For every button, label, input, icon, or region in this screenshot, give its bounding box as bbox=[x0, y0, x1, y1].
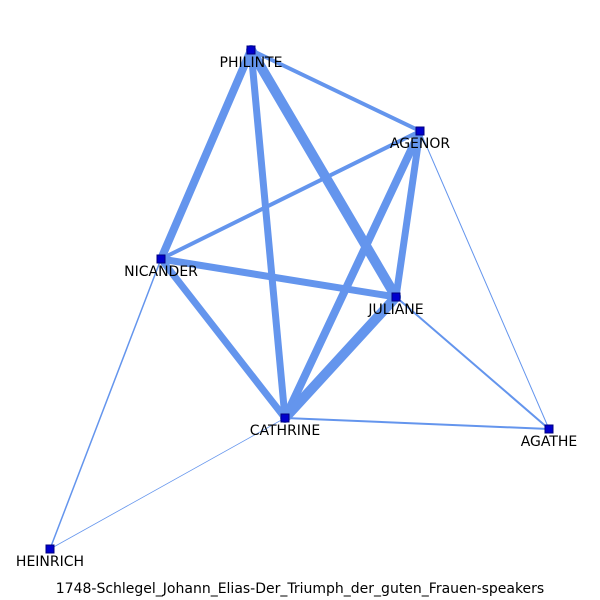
edge-philinte-agenor bbox=[249, 48, 422, 133]
labels-layer: PHILINTE AGENOR NICANDER JULIANE CATHRINE AGA… bbox=[16, 55, 577, 570]
node-label-agathe: AGATHE bbox=[521, 434, 578, 450]
edge-nicander-heinrich bbox=[49, 258, 162, 550]
nodes-layer bbox=[45, 45, 554, 554]
edge-nicander-cathrine bbox=[157, 255, 289, 422]
node-label-philinte: PHILINTE bbox=[220, 55, 283, 71]
node-agathe bbox=[544, 424, 554, 434]
node-heinrich bbox=[45, 544, 55, 554]
graph-caption: 1748-Schlegel_Johann_Elias-Der_Triumph_d… bbox=[55, 581, 545, 597]
edge-nicander-juliane bbox=[157, 255, 400, 301]
edge-agenor-juliane bbox=[392, 127, 424, 301]
edge-cathrine-heinrich bbox=[49, 417, 286, 550]
node-philinte bbox=[246, 45, 256, 55]
edge-agenor-cathrine bbox=[281, 127, 424, 422]
node-label-cathrine: CATHRINE bbox=[250, 423, 321, 439]
edge-philinte-juliane bbox=[246, 45, 401, 302]
edge-juliane-agathe bbox=[395, 296, 550, 430]
node-nicander bbox=[156, 254, 166, 264]
edge-agenor-nicander bbox=[159, 129, 422, 261]
node-label-agenor: AGENOR bbox=[390, 136, 451, 152]
node-cathrine bbox=[280, 413, 290, 423]
edges-layer bbox=[49, 45, 550, 550]
node-agenor bbox=[415, 126, 425, 136]
node-label-nicander: NICANDER bbox=[124, 264, 198, 280]
edge-cathrine-agathe bbox=[284, 417, 550, 430]
edge-agenor-agathe bbox=[419, 130, 550, 430]
node-juliane bbox=[391, 292, 401, 302]
node-label-juliane: JULIANE bbox=[367, 302, 423, 318]
edge-philinte-nicander bbox=[157, 46, 255, 263]
node-label-heinrich: HEINRICH bbox=[16, 554, 84, 570]
edge-juliane-cathrine bbox=[280, 292, 401, 423]
edge-philinte-cathrine bbox=[247, 46, 289, 422]
